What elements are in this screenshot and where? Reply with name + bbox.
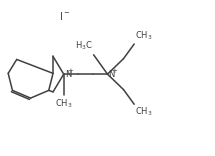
Text: N: N (65, 70, 71, 79)
Text: N: N (109, 70, 115, 79)
Text: H$_3$C: H$_3$C (75, 39, 92, 52)
Text: +: + (68, 68, 74, 74)
Text: I$^-$: I$^-$ (59, 10, 71, 22)
Text: CH$_3$: CH$_3$ (55, 97, 72, 110)
Text: +: + (111, 68, 117, 74)
Text: CH$_3$: CH$_3$ (135, 30, 153, 42)
Text: CH$_3$: CH$_3$ (135, 106, 153, 118)
